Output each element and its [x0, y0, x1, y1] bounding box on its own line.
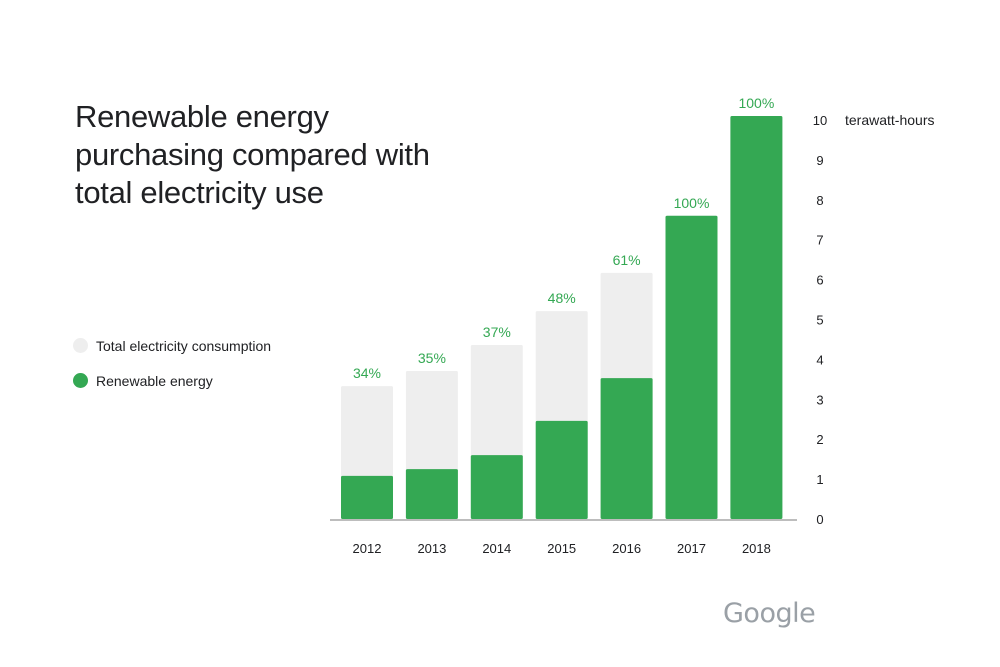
google-logo: Google [723, 598, 816, 629]
x-tick-label-2012: 2012 [353, 541, 382, 556]
chart-title-line-2: purchasing compared with [75, 137, 430, 172]
x-tick-label-2017: 2017 [677, 541, 706, 556]
y-axis-label: terawatt-hours [845, 112, 934, 128]
y-tick-label-3: 3 [816, 392, 823, 407]
legend-label-renewable: Renewable energy [96, 372, 213, 389]
bar-renewable-2015 [535, 420, 588, 519]
bar-renewable-2014 [470, 455, 523, 519]
legend-label-total: Total electricity consumption [96, 337, 272, 354]
y-tick-label-6: 6 [816, 273, 823, 288]
x-tick-labels-group: 2012 2013 2014 2015 2016 2017 2018 [353, 541, 771, 556]
data-label-2014: 37% [483, 324, 511, 340]
x-tick-label-2018: 2018 [742, 541, 771, 556]
bar-renewable-2012 [341, 475, 393, 519]
data-labels-group: 34% 35% 37% 48% 61% 100% 100% [353, 95, 774, 381]
legend-swatch-total [73, 338, 88, 353]
y-tick-label-1: 1 [816, 472, 823, 487]
x-tick-label-2015: 2015 [547, 541, 576, 556]
bar-renewable-2016 [600, 378, 653, 519]
chart-title-line-3: total electricity use [75, 175, 324, 210]
y-tick-label-2: 2 [816, 432, 823, 447]
legend: Total electricity consumption Renewable … [73, 337, 271, 407]
y-tick-labels-group: 0 1 2 3 4 5 6 7 8 9 10 [813, 113, 827, 527]
bars-group [341, 116, 783, 519]
bar-renewable-2017 [665, 215, 718, 519]
y-tick-label-0: 0 [816, 512, 823, 527]
legend-item-renewable: Renewable energy [73, 372, 271, 389]
data-label-2017: 100% [674, 195, 710, 211]
y-tick-label-4: 4 [816, 352, 823, 367]
y-tick-label-8: 8 [816, 193, 823, 208]
y-tick-label-5: 5 [816, 313, 823, 328]
x-tick-label-2014: 2014 [482, 541, 511, 556]
y-tick-label-9: 9 [816, 153, 823, 168]
bar-renewable-2018 [730, 116, 783, 519]
legend-item-total: Total electricity consumption [73, 337, 271, 354]
bar-renewable-2013 [405, 469, 458, 519]
data-label-2013: 35% [418, 350, 446, 366]
y-tick-label-7: 7 [816, 233, 823, 248]
x-tick-label-2013: 2013 [417, 541, 446, 556]
y-tick-label-10: 10 [813, 113, 827, 128]
x-tick-label-2016: 2016 [612, 541, 641, 556]
data-label-2016: 61% [613, 252, 641, 268]
data-label-2015: 48% [548, 290, 576, 306]
chart-title-line-1: Renewable energy [75, 99, 329, 134]
data-label-2018: 100% [738, 95, 774, 111]
data-label-2012: 34% [353, 365, 381, 381]
legend-swatch-renewable [73, 373, 88, 388]
chart-title: Renewable energy purchasing compared wit… [75, 98, 495, 212]
